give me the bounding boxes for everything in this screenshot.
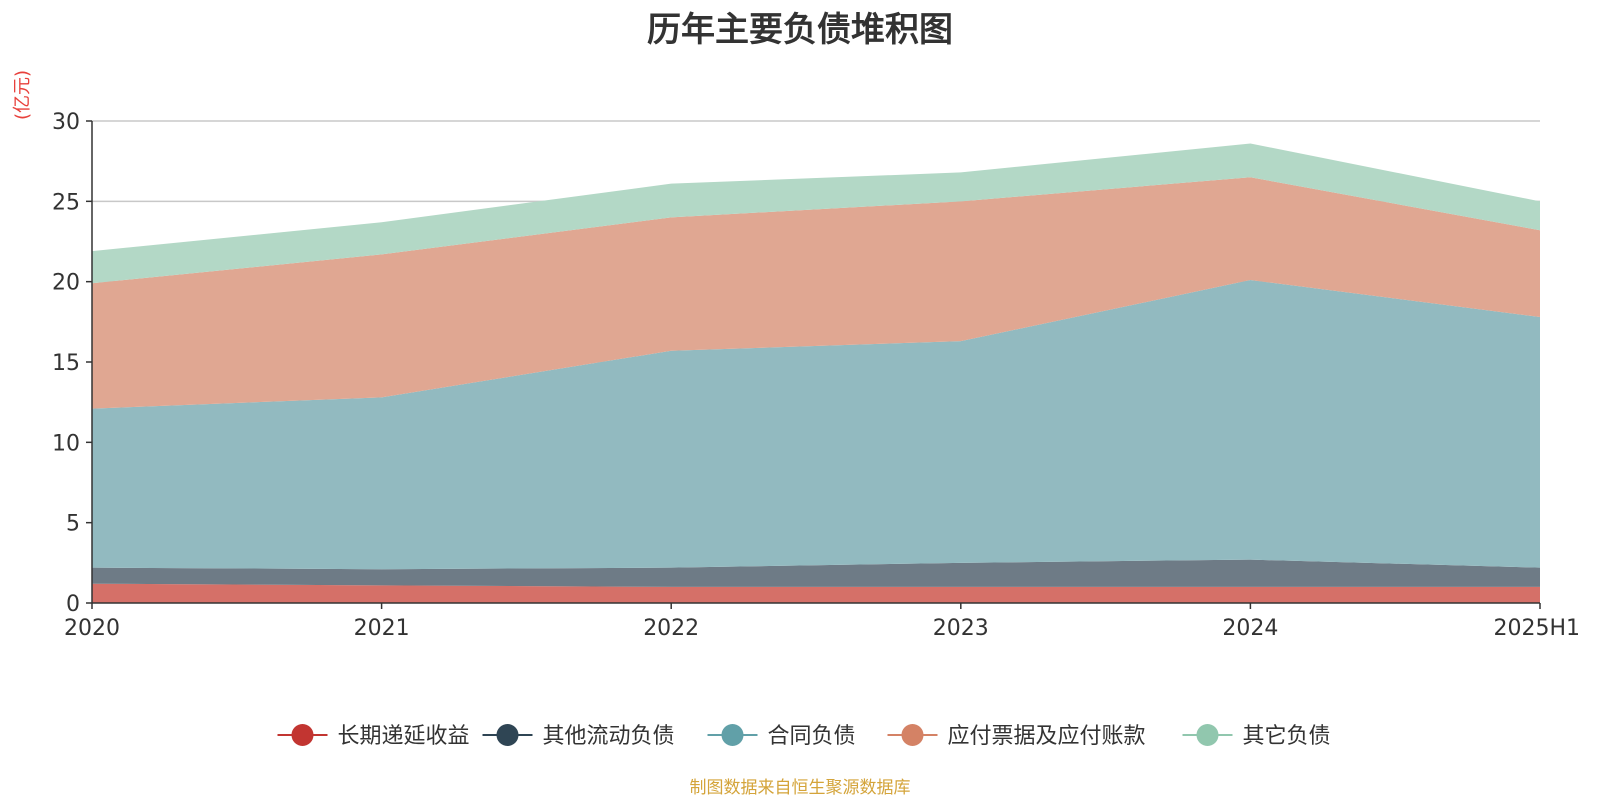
legend-item-1[interactable]: 其他流动负债 (482, 724, 675, 749)
y-tick-label: 30 (52, 110, 80, 135)
area-series (92, 143, 1540, 603)
legend-label: 其他流动负债 (543, 724, 675, 749)
legend-label: 长期递延收益 (338, 724, 470, 749)
legend-marker (1196, 724, 1219, 746)
legend[interactable]: 长期递延收益 其他流动负债 合同负债 应付票据及应付账款 其它负债 (277, 724, 1331, 749)
legend-marker (291, 724, 314, 746)
legend-label: 其它负债 (1243, 724, 1331, 749)
x-tick-label: 2021 (354, 616, 410, 641)
area-series-2[interactable] (92, 280, 1540, 570)
legend-label: 合同负债 (768, 724, 856, 749)
data-source-note: 制图数据来自恒生聚源数据库 (689, 778, 911, 798)
legend-item-4[interactable]: 其它负债 (1182, 724, 1331, 749)
area-series-0[interactable] (92, 583, 1540, 603)
x-tick-label: 2022 (643, 616, 699, 641)
x-tick-label: 2020 (64, 616, 120, 641)
y-tick-label: 5 (66, 512, 80, 537)
area-series-4[interactable] (92, 143, 1540, 284)
x-tick-label: 2023 (933, 616, 989, 641)
x-tick-label: 2024 (1222, 616, 1278, 641)
legend-marker (901, 724, 924, 746)
y-tick-label: 15 (52, 351, 80, 376)
legend-marker (496, 724, 519, 746)
legend-item-3[interactable]: 应付票据及应付账款 (887, 724, 1146, 749)
axes: 0 5 10 15 20 25 30 2020 2021 2022 2023 2024 2025H1 (52, 110, 1580, 641)
y-tick-label: 25 (52, 190, 80, 215)
area-series-1[interactable] (92, 559, 1540, 587)
legend-item-0[interactable]: 长期递延收益 (277, 724, 470, 749)
chart-title: 历年主要负债堆积图 (647, 10, 953, 50)
y-tick-label: 20 (52, 271, 80, 296)
y-tick-label: 10 (52, 431, 80, 456)
area-series-3[interactable] (92, 177, 1540, 409)
y-tick-label: 0 (66, 592, 80, 617)
legend-marker (721, 724, 744, 746)
x-tick-label: 2025H1 (1493, 616, 1580, 641)
legend-label: 应付票据及应付账款 (948, 724, 1146, 749)
legend-item-2[interactable]: 合同负债 (707, 724, 856, 749)
